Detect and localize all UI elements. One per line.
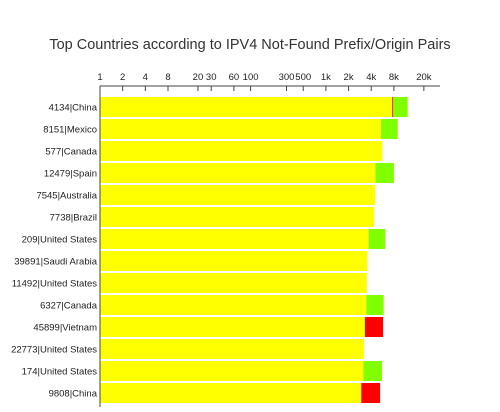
bar-segment (368, 229, 386, 249)
x-tick-label: 1 (97, 72, 102, 83)
category-label: 7738|Brazil (50, 213, 97, 224)
bar-segment (361, 383, 381, 403)
bar-segment (100, 141, 383, 161)
x-tick-label: 300 (279, 72, 295, 83)
x-tick-label: 8k (389, 72, 399, 83)
category-label: 7545|Australia (36, 191, 97, 202)
bar-segment (381, 119, 398, 139)
x-tick-label: 1k (321, 72, 331, 83)
bar-segment (100, 207, 374, 227)
bar-segment (100, 97, 393, 117)
x-tick-label: 500 (295, 72, 311, 83)
bar-segment (100, 185, 376, 205)
x-tick-label: 20 (193, 72, 204, 83)
category-label: 8151|Mexico (43, 125, 97, 136)
x-tick-label: 2 (120, 72, 125, 83)
bar-segment (100, 163, 376, 183)
x-tick-label: 20k (416, 72, 432, 83)
category-label: 11492|United States (12, 279, 97, 290)
category-label: 4134|China (49, 103, 98, 114)
category-label: 12479|Spain (44, 169, 97, 180)
category-label: 577|Canada (45, 147, 97, 158)
category-label: 6327|Canada (40, 301, 98, 312)
bar-segment (363, 361, 382, 381)
category-label: 9808|China (49, 389, 98, 400)
x-tick-label: 30 (206, 72, 217, 83)
bar-segment (392, 97, 394, 117)
bar-segment (100, 273, 367, 293)
x-tick-label: 100 (243, 72, 259, 83)
category-label: 45899|Vietnam (33, 323, 97, 334)
chart-title: Top Countries according to IPV4 Not-Foun… (49, 37, 451, 53)
bars-group (100, 97, 408, 403)
category-label: 39891|Saudi Arabia (14, 257, 97, 268)
bar-segment (100, 317, 365, 337)
bar-segment (100, 119, 382, 139)
x-axis: 1 2 4 8 20 30 60 100 300 500 1k 2k 4k 8k 20k (97, 72, 440, 91)
category-label: 209|United States (22, 235, 98, 246)
bar-segment (100, 383, 362, 403)
bar-segment (393, 97, 408, 117)
category-label: 174|United States (22, 367, 98, 378)
bar-segment (100, 361, 364, 381)
category-labels: 4134|China 8151|Mexico 577|Canada 12479|Spa… (11, 103, 98, 400)
x-tick-label: 4 (143, 72, 148, 83)
bar-segment (366, 295, 384, 315)
x-tick-label: 2k (344, 72, 354, 83)
bar-segment (100, 339, 364, 359)
x-tick-label: 60 (229, 72, 240, 83)
bar-segment (364, 317, 384, 337)
bar-segment (100, 295, 367, 315)
x-tick-label: 4k (366, 72, 376, 83)
bar-segment (100, 251, 368, 271)
category-label: 22773|United States (11, 345, 97, 356)
x-tick-label: 8 (165, 72, 170, 83)
bar-segment (375, 163, 394, 183)
bar-segment (100, 229, 369, 249)
